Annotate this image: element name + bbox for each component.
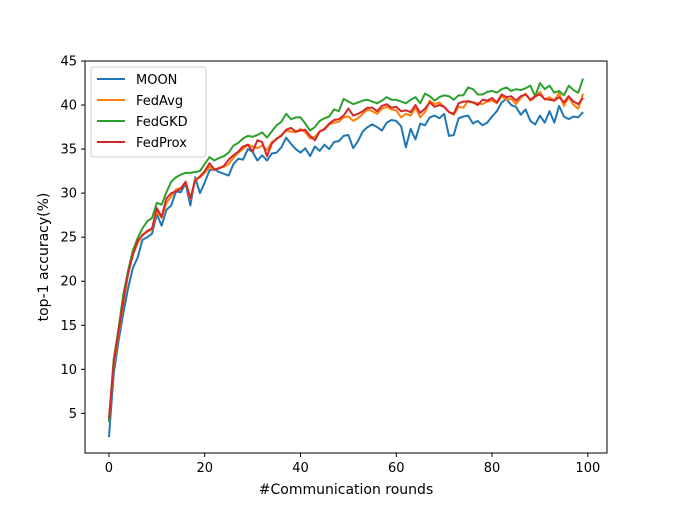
ticks-layer: 0 20 40 60 80 100 5 10 15 20 25 30 35 40 45 [60, 55, 600, 477]
legend-label-fedprox: FedProx [136, 136, 187, 151]
y-tick-label: 35 [60, 143, 77, 158]
series-line-fedgkd [107, 78, 585, 423]
series-line-fedprox [107, 93, 584, 419]
y-tick-label: 40 [60, 99, 77, 114]
y-tick-label: 30 [60, 187, 77, 202]
x-tick-label: 0 [105, 461, 113, 476]
y-tick-label: 10 [60, 363, 77, 378]
x-tick-label: 60 [388, 461, 405, 476]
y-tick-label: 45 [60, 55, 77, 70]
legend-label-fedavg: FedAvg [136, 94, 183, 109]
x-tick-label: 100 [575, 461, 600, 476]
y-tick-label: 25 [60, 231, 77, 246]
x-tick-label: 40 [292, 461, 309, 476]
legend-label-fedgkd: FedGKD [136, 115, 188, 130]
legend-frame [90, 66, 207, 158]
x-tick-label: 80 [484, 461, 501, 476]
x-axis-title: #Communication rounds [259, 482, 433, 498]
x-tick-label: 20 [196, 461, 213, 476]
y-tick-label: 20 [60, 275, 77, 290]
legend-label-moon: MOON [136, 73, 177, 88]
series-layer [107, 78, 585, 438]
plot-frame [84, 60, 608, 454]
y-tick-label: 5 [69, 407, 77, 422]
legend: MOON FedAvg FedGKD FedProx [90, 66, 207, 158]
y-tick-label: 15 [60, 319, 77, 334]
y-axis-title: top-1 accuracy(%) [36, 193, 52, 322]
